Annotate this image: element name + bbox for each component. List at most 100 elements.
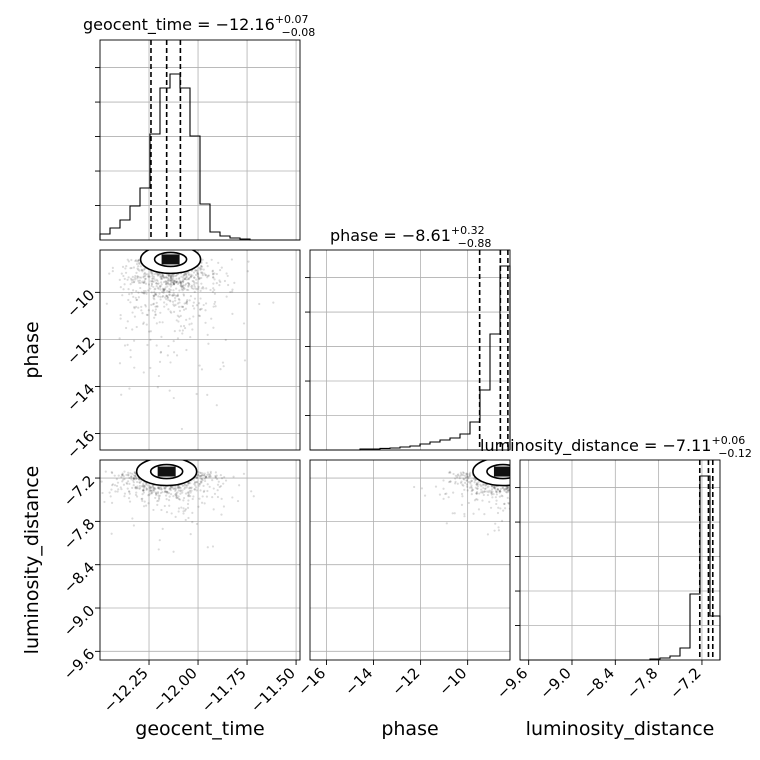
sample-point bbox=[167, 293, 171, 296]
sample-point bbox=[121, 473, 124, 476]
sample-point bbox=[172, 294, 175, 297]
sample-point bbox=[199, 308, 202, 311]
sample-point bbox=[467, 476, 470, 479]
sample-point bbox=[166, 280, 169, 283]
sample-point bbox=[147, 283, 151, 286]
sample-point bbox=[164, 486, 167, 489]
sample-point bbox=[564, 495, 566, 497]
sample-point bbox=[218, 268, 222, 272]
scatter-layer bbox=[100, 250, 566, 553]
sample-point bbox=[222, 505, 226, 508]
sample-point bbox=[123, 283, 126, 286]
sample-point bbox=[167, 278, 170, 281]
sample-point bbox=[543, 473, 545, 475]
sample-point bbox=[459, 481, 462, 484]
sample-point bbox=[246, 270, 249, 273]
sample-point bbox=[511, 472, 513, 474]
sample-point bbox=[173, 296, 177, 300]
sample-point bbox=[513, 479, 515, 481]
sample-point bbox=[515, 476, 517, 478]
sample-point bbox=[212, 287, 215, 290]
sample-point bbox=[142, 276, 145, 279]
sample-point bbox=[204, 274, 208, 277]
sample-point bbox=[224, 479, 228, 482]
sample-point bbox=[462, 484, 465, 487]
sample-point bbox=[185, 300, 188, 303]
sample-point bbox=[127, 260, 130, 263]
sample-point bbox=[533, 496, 535, 498]
sample-point bbox=[203, 272, 206, 275]
sample-point bbox=[180, 287, 183, 291]
sample-point bbox=[186, 506, 190, 510]
sample-point bbox=[531, 495, 533, 497]
sample-point bbox=[522, 476, 524, 478]
sample-point bbox=[535, 536, 537, 538]
sample-point bbox=[504, 490, 508, 494]
sample-point bbox=[200, 261, 203, 264]
sample-point bbox=[137, 281, 141, 284]
sample-point bbox=[468, 486, 471, 489]
sample-point bbox=[513, 498, 515, 500]
sample-point bbox=[215, 404, 218, 407]
sample-point bbox=[510, 487, 512, 489]
sample-point bbox=[132, 476, 135, 480]
sample-point bbox=[511, 492, 513, 494]
sample-point bbox=[171, 279, 174, 282]
sample-point bbox=[129, 277, 133, 280]
sample-point bbox=[170, 512, 173, 515]
sample-point bbox=[516, 473, 518, 475]
sample-point bbox=[135, 491, 138, 494]
sample-point bbox=[172, 283, 176, 286]
sample-point bbox=[197, 277, 201, 281]
sample-point bbox=[555, 483, 557, 485]
sample-point bbox=[201, 285, 205, 289]
sample-point bbox=[513, 477, 515, 479]
sample-point bbox=[165, 497, 168, 501]
sample-point bbox=[168, 287, 171, 291]
sample-point bbox=[206, 333, 209, 336]
sample-point bbox=[476, 498, 479, 501]
sample-point bbox=[144, 290, 147, 293]
sample-point bbox=[160, 276, 163, 280]
sample-point bbox=[114, 490, 117, 493]
sample-point bbox=[149, 486, 152, 489]
sample-point bbox=[514, 498, 516, 500]
sample-point bbox=[127, 276, 130, 279]
sample-point bbox=[523, 496, 525, 498]
sample-point bbox=[113, 474, 116, 477]
sample-point bbox=[168, 488, 171, 491]
sample-point bbox=[204, 274, 207, 277]
sample-point bbox=[149, 271, 153, 274]
sample-point bbox=[549, 480, 551, 482]
sample-point bbox=[201, 272, 204, 275]
sample-point bbox=[522, 474, 524, 476]
sample-point bbox=[517, 480, 519, 482]
sample-point bbox=[493, 529, 496, 532]
sample-point bbox=[243, 359, 247, 362]
sample-point bbox=[182, 496, 186, 500]
sample-point bbox=[192, 478, 195, 481]
sample-point bbox=[531, 535, 533, 537]
sample-point bbox=[119, 286, 122, 289]
sample-point bbox=[183, 277, 187, 280]
sample-point bbox=[492, 485, 495, 488]
sample-point bbox=[472, 512, 475, 515]
sample-point bbox=[116, 490, 119, 493]
sample-point bbox=[184, 302, 188, 305]
sample-point bbox=[190, 285, 193, 288]
sample-point bbox=[169, 486, 172, 489]
sample-point bbox=[121, 472, 124, 475]
x-tick-label: −8.4 bbox=[580, 664, 618, 702]
sample-point bbox=[113, 484, 117, 487]
sample-point bbox=[197, 505, 200, 508]
sample-point bbox=[153, 291, 156, 294]
sample-point bbox=[140, 305, 143, 308]
sample-point bbox=[151, 277, 154, 281]
sample-point bbox=[539, 471, 541, 473]
sample-point bbox=[169, 283, 172, 286]
sample-point bbox=[165, 282, 168, 286]
sample-point bbox=[460, 473, 463, 476]
tick-layer: −12.25−12.00−11.75−11.50−16 −14 −12 −10 −9.6… bbox=[60, 67, 705, 716]
sample-point bbox=[154, 293, 157, 296]
sample-point bbox=[136, 480, 139, 484]
